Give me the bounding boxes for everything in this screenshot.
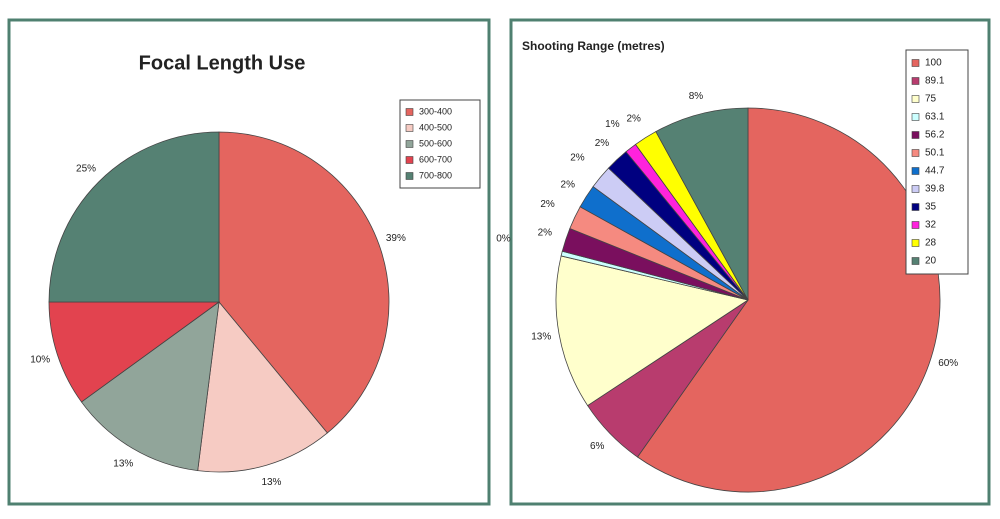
legend-box [399,99,481,189]
data-label: 2% [540,199,555,210]
data-label: 13% [261,477,281,488]
legend-label: 63.1 [925,112,945,123]
legend-label: 100 [925,58,942,69]
pie-slice [80,301,220,472]
data-label: 2% [538,227,553,238]
data-label: 60% [938,358,958,369]
data-label: 10% [30,355,50,366]
pie-slice [636,107,941,493]
data-label: 13% [531,331,551,342]
legend-label: 44.7 [925,166,945,177]
data-label: 8% [689,91,704,102]
data-label: 2% [595,138,610,149]
legend-label: 20 [925,256,937,267]
legend-label: 400-500 [419,122,452,132]
data-label: 25% [76,164,96,175]
legend-swatch [911,95,920,103]
legend-swatch [911,113,920,121]
data-label: 13% [113,458,133,469]
legend-swatch [911,77,920,85]
chart-title: Focal Length Use [139,52,306,74]
legend-swatch [405,156,414,164]
legend-swatch [911,167,920,175]
legend-swatch [911,185,920,193]
legend-label: 28 [925,238,937,249]
legend-swatch [911,239,920,247]
legend-swatch [405,140,414,148]
legend-label: 50.1 [925,148,945,159]
legend-swatch [911,257,920,265]
legend-swatch [911,203,920,211]
pie-slice [197,301,328,473]
data-label: 2% [570,153,585,164]
legend-label: 300-400 [419,106,452,116]
legend-box [905,49,969,275]
data-label: 0% [496,234,511,245]
pie-slice [218,131,390,434]
data-label: 39% [386,233,406,244]
data-label: 2% [561,179,576,190]
legend-swatch [911,59,920,67]
legend-swatch [405,124,414,132]
legend-label: 32 [925,220,937,231]
legend-label: 89.1 [925,76,945,87]
legend-label: 56.2 [925,130,945,141]
legend-label: 500-600 [419,138,452,148]
data-label: 2% [627,114,642,125]
legend-swatch [911,131,920,139]
pie-slice [48,131,220,303]
legend-label: 35 [925,202,937,213]
legend-swatch [911,149,920,157]
pie-slice [655,107,749,301]
legend-swatch [405,108,414,116]
pie-slice [48,301,221,403]
pie-slice [555,255,749,407]
legend-label: 75 [925,94,937,105]
data-label: 1% [605,119,620,130]
legend-label: 700-800 [419,170,452,180]
legend-label: 600-700 [419,154,452,164]
legend-swatch [405,172,414,180]
chart-title: Shooting Range (metres) [522,39,665,53]
legend-label: 39.8 [925,184,945,195]
legend-swatch [911,221,920,229]
data-label: 6% [590,441,605,452]
